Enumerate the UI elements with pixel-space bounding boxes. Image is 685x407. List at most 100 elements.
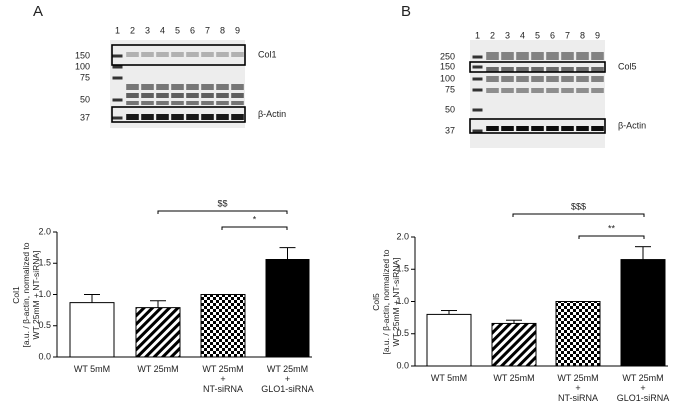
blot-band: [231, 114, 244, 120]
blot-band: [576, 67, 589, 72]
blot-band: [201, 101, 214, 105]
lane-number: 5: [535, 30, 540, 40]
y-tick-label: 1.0: [38, 289, 51, 299]
blot-band: [231, 101, 244, 105]
band-box: [111, 106, 246, 123]
blot-band: [171, 93, 184, 98]
blot-band: [171, 114, 184, 120]
blot-band: [486, 88, 499, 93]
blot-band: [156, 84, 169, 90]
x-tick-label: WT 25mM + GLO1-siRNA: [261, 364, 314, 394]
y-tick-label: 1.0: [396, 296, 409, 306]
x-tick-label: WT 25mM: [493, 373, 535, 383]
ladder-band: [112, 76, 123, 80]
bar: [491, 322, 537, 367]
blot-band: [501, 52, 514, 60]
lane-number: 6: [550, 30, 555, 40]
lane-number: 1: [115, 25, 120, 35]
blot-band: [186, 114, 199, 120]
ladder-band: [112, 54, 123, 58]
blot-band: [156, 101, 169, 105]
x-tick-label: WT 25mM: [137, 364, 179, 374]
blot-band: [201, 84, 214, 90]
blot-band: [486, 126, 499, 131]
bar: [426, 313, 472, 367]
blot-band: [156, 93, 169, 98]
significance-label: **: [608, 223, 616, 233]
blot-band: [546, 88, 559, 93]
blot-band: [591, 76, 604, 82]
bar: [69, 302, 115, 358]
blot-band: [216, 101, 229, 105]
bar: [200, 294, 246, 358]
ladder-band: [112, 65, 123, 69]
blot-band: [591, 52, 604, 60]
blot-band: [516, 52, 529, 60]
blot-band: [141, 93, 154, 98]
lane-number: 2: [130, 25, 135, 35]
blot-band: [561, 126, 574, 131]
band-label: β-Actin: [258, 109, 286, 119]
band-box: [469, 118, 606, 134]
blot-band: [531, 126, 544, 131]
blot-band: [126, 84, 139, 90]
panel-letter: A: [33, 3, 43, 20]
blot-band: [531, 88, 544, 93]
y-tick-label: 0.0: [38, 351, 51, 361]
blot-band: [561, 76, 574, 82]
significance-label: *: [253, 214, 257, 224]
mw-marker: 50: [80, 94, 90, 104]
x-tick-label: WT 5mM: [73, 364, 111, 374]
blot-band: [576, 126, 589, 131]
ladder-band: [472, 88, 483, 92]
blot-band: [186, 101, 199, 105]
panel-letter: B: [401, 3, 411, 20]
band-label: Col1: [258, 49, 277, 59]
blot-band: [231, 84, 244, 90]
blot-band: [486, 52, 499, 60]
lane-number: 8: [220, 25, 225, 35]
lane-number: 4: [520, 30, 525, 40]
mw-marker: 100: [75, 61, 90, 71]
mw-marker: 50: [445, 104, 455, 114]
mw-marker: 100: [440, 73, 455, 83]
lane-number: 3: [505, 30, 510, 40]
ladder-band: [472, 77, 483, 81]
blot-band: [216, 52, 229, 57]
blot-band: [126, 52, 139, 57]
y-tick-label: 2.0: [396, 231, 409, 241]
blot-band: [186, 84, 199, 90]
blot-band: [141, 84, 154, 90]
blot-band: [201, 114, 214, 120]
blot-band: [546, 126, 559, 131]
lane-number: 2: [490, 30, 495, 40]
blot-band: [546, 52, 559, 60]
blot-band: [561, 88, 574, 93]
significance-bracket: [221, 226, 288, 230]
blot-band: [516, 126, 529, 131]
blot-band: [516, 76, 529, 82]
blot-band: [576, 88, 589, 93]
blot-band: [231, 52, 244, 57]
lane-number: 7: [205, 25, 210, 35]
y-axis-title: Col1 [a.u. / β-actin, normalized to WT 2…: [11, 241, 41, 348]
blot-band: [516, 88, 529, 93]
ladder-band: [472, 108, 483, 112]
mw-marker: 75: [445, 84, 455, 94]
lane-number: 1: [475, 30, 480, 40]
mw-marker: 150: [75, 50, 90, 60]
blot-band: [156, 52, 169, 57]
x-tick-label: WT 25mM + GLO1-siRNA: [616, 373, 670, 403]
y-tick-label: 0.5: [396, 328, 409, 338]
blot-band: [501, 76, 514, 82]
blot-band: [171, 101, 184, 105]
blot-band: [216, 114, 229, 120]
ladder-band: [472, 55, 483, 59]
band-label: Col5: [618, 61, 637, 71]
blot-band: [126, 93, 139, 98]
band-box: [111, 44, 246, 66]
bar: [265, 259, 310, 358]
blot-band: [126, 101, 139, 105]
